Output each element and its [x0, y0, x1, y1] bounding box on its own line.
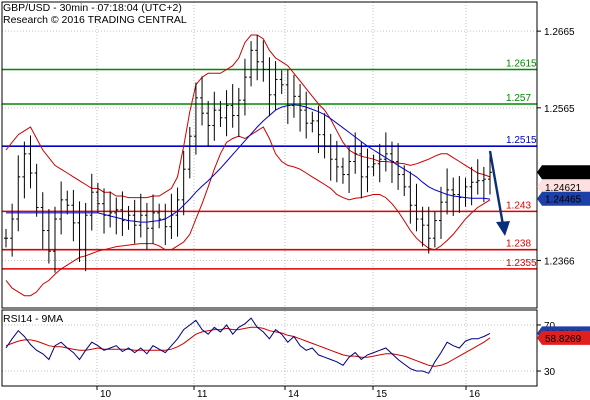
rsi-panel	[6, 318, 490, 373]
copyright-line: Research © 2016 TRADING CENTRAL	[3, 14, 187, 26]
price-tag-1.2481: 1.2481	[545, 168, 576, 179]
rsi-panel-border	[2, 310, 537, 386]
rsi-ma-line	[6, 327, 490, 366]
price-axis: 1.26651.25651.23661.24811.246211.2446570…	[537, 27, 590, 378]
time-tick-label-15: 15	[376, 389, 388, 400]
level-label-1.2355: 1.2355	[506, 258, 537, 269]
time-tick-label-11: 11	[197, 389, 208, 400]
level-label-1.2615: 1.2615	[506, 58, 537, 69]
rsi-line	[6, 318, 490, 373]
level-label-1.257: 1.257	[506, 93, 531, 104]
forecast-arrow	[490, 151, 510, 236]
rsi-tag-58.8269: 58.8269	[545, 334, 582, 345]
rsi-tick-label-30: 30	[544, 367, 556, 378]
rsi-title: RSI14 - 9MA	[3, 313, 63, 325]
bollinger-bands	[6, 35, 490, 296]
time-tick-label-14: 14	[288, 389, 300, 400]
price-bars	[4, 35, 492, 273]
level-label-1.2515: 1.2515	[506, 135, 537, 146]
forecast-arrow-head	[496, 221, 510, 236]
time-axis: 10 11 14 15 16	[97, 386, 481, 400]
level-label-1.238: 1.238	[506, 239, 531, 250]
level-label-1.243: 1.243	[506, 200, 531, 211]
bollinger-upper-line	[6, 35, 490, 198]
price-tag-1.24465: 1.24465	[545, 195, 582, 206]
price-tick-label-1.2665: 1.2665	[544, 27, 575, 38]
chart-title: GBP/USD - 30min - 07:18:04 (UTC+2)	[3, 2, 182, 14]
price-tick-label-1.2565: 1.2565	[544, 104, 575, 115]
time-tick-label-10: 10	[100, 389, 112, 400]
time-tick-label-16: 16	[469, 389, 481, 400]
forecast-arrow-shaft	[490, 151, 503, 225]
price-panel-border	[2, 2, 537, 308]
price-tick-label-1.2366: 1.2366	[544, 256, 575, 267]
